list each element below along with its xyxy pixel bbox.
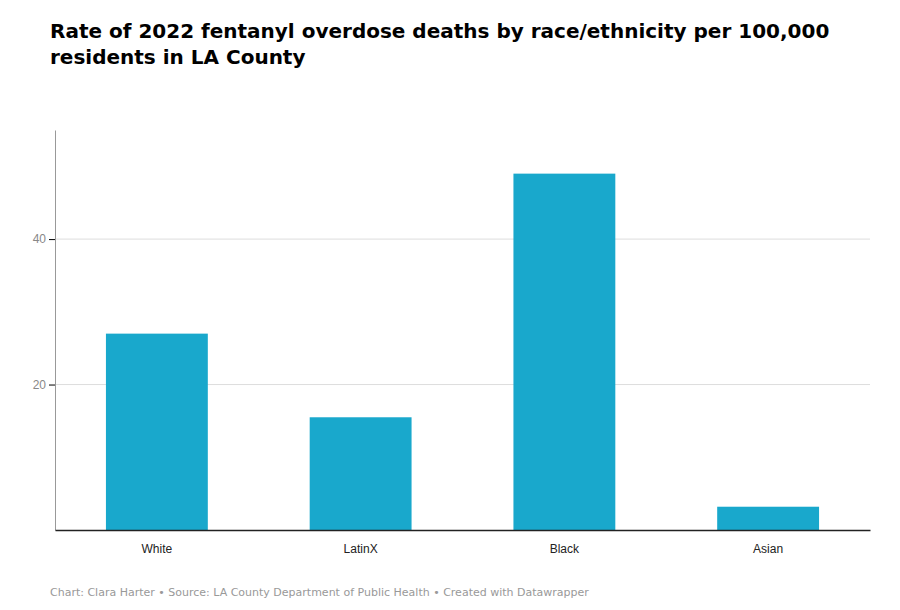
bar bbox=[513, 174, 615, 530]
plot: 2040WhiteLatinXBlackAsian bbox=[33, 131, 871, 557]
chart: Rate of 2022 fentanyl overdose deaths by… bbox=[0, 0, 900, 610]
footer: Chart: Clara Harter • Source: LA County … bbox=[50, 586, 589, 599]
x-tick: Asian bbox=[753, 542, 783, 556]
y-tick: 20 bbox=[33, 378, 55, 392]
bar bbox=[106, 334, 208, 530]
grid-line bbox=[55, 239, 870, 240]
y-axis-line bbox=[55, 131, 56, 531]
y-tick-label: 40 bbox=[33, 232, 47, 246]
title: Rate of 2022 fentanyl overdose deaths by… bbox=[50, 19, 829, 69]
x-tick: Black bbox=[550, 542, 580, 556]
x-tick: LatinX bbox=[344, 542, 378, 556]
y-tick-label: 20 bbox=[33, 378, 47, 392]
y-tick: 40 bbox=[33, 232, 55, 246]
bars bbox=[106, 174, 819, 530]
x-axis: White LatinX Black Asian bbox=[56, 531, 871, 557]
x-tick-label: Black bbox=[550, 542, 580, 556]
x-tick: White bbox=[142, 542, 173, 556]
y-tick-mark bbox=[49, 239, 55, 240]
x-tick-label: White bbox=[142, 542, 173, 556]
x-tick-label: LatinX bbox=[344, 542, 378, 556]
bar bbox=[717, 507, 819, 530]
y-tick-mark bbox=[49, 385, 55, 386]
x-axis-line bbox=[56, 530, 871, 532]
bar bbox=[310, 417, 412, 530]
x-tick-label: Asian bbox=[753, 542, 783, 556]
y-axis: 2040 bbox=[33, 131, 56, 531]
